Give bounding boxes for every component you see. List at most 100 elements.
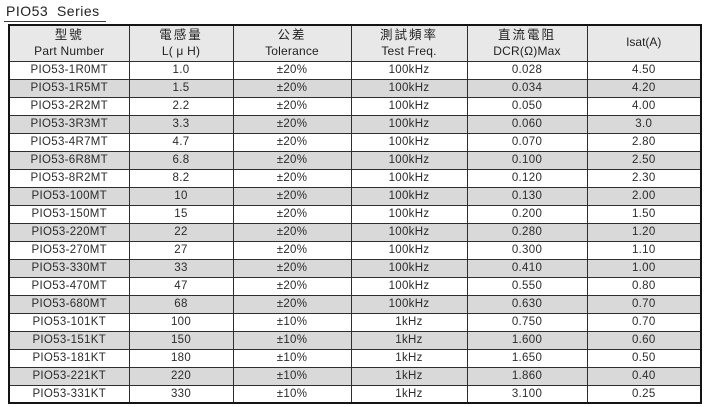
cell-part-number: PIO53-8R2MT <box>8 168 130 188</box>
cell-inductance: 47 <box>128 276 234 296</box>
cell-part-number: PIO53-3R3MT <box>8 114 130 134</box>
cell-part-number: PIO53-470MT <box>8 276 130 296</box>
table-row: PIO53-330MT 33 ±20% 100kHz 0.410 1.00 <box>8 258 702 278</box>
header-row: 型號 Part Number 電感量 L( μ H) 公差 Tolerance 測試頻率 Te… <box>8 24 702 62</box>
table-row: PIO53-221KT 220 ±10% 1kHz 1.860 0.40 <box>8 366 702 386</box>
cell-isat: 0.60 <box>586 330 702 350</box>
table-row: PIO53-2R2MT 2.2 ±20% 100kHz 0.050 4.00 <box>8 96 702 116</box>
cell-part-number: PIO53-100MT <box>8 186 130 206</box>
cell-dcr: 1.600 <box>466 330 588 350</box>
cell-test-freq: 100kHz <box>350 60 468 80</box>
cell-inductance: 1.0 <box>128 60 234 80</box>
table-row: PIO53-270MT 27 ±20% 100kHz 0.300 1.10 <box>8 240 702 260</box>
cell-part-number: PIO53-151KT <box>8 330 130 350</box>
table-row: PIO53-100MT 10 ±20% 100kHz 0.130 2.00 <box>8 186 702 206</box>
specs-table: 型號 Part Number 電感量 L( μ H) 公差 Tolerance 測試頻率 Te… <box>8 24 702 404</box>
cell-test-freq: 100kHz <box>350 150 468 170</box>
cell-isat: 1.00 <box>586 258 702 278</box>
cell-part-number: PIO53-220MT <box>8 222 130 242</box>
table-row: PIO53-470MT 47 ±20% 100kHz 0.550 0.80 <box>8 276 702 296</box>
cell-inductance: 180 <box>128 348 234 368</box>
column-header-isat: Isat(A) <box>586 24 702 62</box>
cell-tolerance: ±10% <box>232 348 352 368</box>
cell-inductance: 68 <box>128 294 234 314</box>
cell-inductance: 8.2 <box>128 168 234 188</box>
cell-test-freq: 1kHz <box>350 348 468 368</box>
column-header-zh-label: 測試頻率 <box>379 28 438 43</box>
cell-part-number: PIO53-101KT <box>8 312 130 332</box>
table-row: PIO53-6R8MT 6.8 ±20% 100kHz 0.100 2.50 <box>8 150 702 170</box>
cell-inductance: 33 <box>128 258 234 278</box>
cell-part-number: PIO53-270MT <box>8 240 130 260</box>
cell-inductance: 22 <box>128 222 234 242</box>
cell-dcr: 0.410 <box>466 258 588 278</box>
cell-isat: 2.00 <box>586 186 702 206</box>
cell-test-freq: 1kHz <box>350 330 468 350</box>
cell-part-number: PIO53-330MT <box>8 258 130 278</box>
cell-part-number: PIO53-181KT <box>8 348 130 368</box>
cell-test-freq: 100kHz <box>350 132 468 152</box>
cell-tolerance: ±20% <box>232 150 352 170</box>
cell-tolerance: ±20% <box>232 294 352 314</box>
cell-inductance: 10 <box>128 186 234 206</box>
table-row: PIO53-101KT 100 ±10% 1kHz 0.750 0.70 <box>8 312 702 332</box>
cell-tolerance: ±10% <box>232 330 352 350</box>
cell-isat: 3.0 <box>586 114 702 134</box>
cell-isat: 0.25 <box>586 384 702 404</box>
table-body: PIO53-1R0MT 1.0 ±20% 100kHz 0.028 4.50 PIO53-1… <box>8 60 702 404</box>
cell-isat: 0.40 <box>586 366 702 386</box>
cell-part-number: PIO53-4R7MT <box>8 132 130 152</box>
cell-isat: 0.70 <box>586 312 702 332</box>
cell-test-freq: 1kHz <box>350 366 468 386</box>
cell-test-freq: 100kHz <box>350 168 468 188</box>
cell-isat: 4.20 <box>586 78 702 98</box>
cell-tolerance: ±10% <box>232 366 352 386</box>
cell-tolerance: ±20% <box>232 222 352 242</box>
cell-isat: 4.00 <box>586 96 702 116</box>
cell-isat: 0.50 <box>586 348 702 368</box>
cell-part-number: PIO53-331KT <box>8 384 130 404</box>
cell-isat: 2.50 <box>586 150 702 170</box>
cell-dcr: 3.100 <box>466 384 588 404</box>
cell-isat: 1.20 <box>586 222 702 242</box>
cell-isat: 2.80 <box>586 132 702 152</box>
cell-part-number: PIO53-6R8MT <box>8 150 130 170</box>
cell-isat: 0.70 <box>586 294 702 314</box>
cell-test-freq: 1kHz <box>350 312 468 332</box>
table-row: PIO53-181KT 180 ±10% 1kHz 1.650 0.50 <box>8 348 702 368</box>
cell-tolerance: ±20% <box>232 186 352 206</box>
cell-test-freq: 100kHz <box>350 96 468 116</box>
table-row: PIO53-331KT 330 ±10% 1kHz 3.100 0.25 <box>8 384 702 404</box>
table-row: PIO53-3R3MT 3.3 ±20% 100kHz 0.060 3.0 <box>8 114 702 134</box>
column-header-inductance: 電感量 L( μ H) <box>128 24 234 62</box>
cell-tolerance: ±20% <box>232 96 352 116</box>
cell-isat: 2.30 <box>586 168 702 188</box>
cell-isat: 1.50 <box>586 204 702 224</box>
cell-test-freq: 100kHz <box>350 222 468 242</box>
cell-tolerance: ±10% <box>232 312 352 332</box>
table-row: PIO53-220MT 22 ±20% 100kHz 0.280 1.20 <box>8 222 702 242</box>
cell-part-number: PIO53-680MT <box>8 294 130 314</box>
cell-inductance: 15 <box>128 204 234 224</box>
cell-part-number: PIO53-2R2MT <box>8 96 130 116</box>
cell-test-freq: 100kHz <box>350 258 468 278</box>
table-row: PIO53-680MT 68 ±20% 100kHz 0.630 0.70 <box>8 294 702 314</box>
column-header-en-label: Part Number <box>34 43 105 58</box>
column-header-zh-label: 電感量 <box>159 28 203 43</box>
cell-dcr: 0.280 <box>466 222 588 242</box>
cell-part-number: PIO53-221KT <box>8 366 130 386</box>
cell-isat: 0.80 <box>586 276 702 296</box>
cell-test-freq: 100kHz <box>350 186 468 206</box>
cell-tolerance: ±20% <box>232 276 352 296</box>
table-row: PIO53-150MT 15 ±20% 100kHz 0.200 1.50 <box>8 204 702 224</box>
cell-dcr: 1.650 <box>466 348 588 368</box>
cell-tolerance: ±20% <box>232 240 352 260</box>
cell-inductance: 6.8 <box>128 150 234 170</box>
cell-dcr: 0.630 <box>466 294 588 314</box>
cell-dcr: 0.120 <box>466 168 588 188</box>
cell-tolerance: ±10% <box>232 384 352 404</box>
column-header-zh-label: 直流電阻 <box>497 28 556 43</box>
table-row: PIO53-1R0MT 1.0 ±20% 100kHz 0.028 4.50 <box>8 60 702 80</box>
column-header-en-label: Tolerance <box>265 43 319 58</box>
